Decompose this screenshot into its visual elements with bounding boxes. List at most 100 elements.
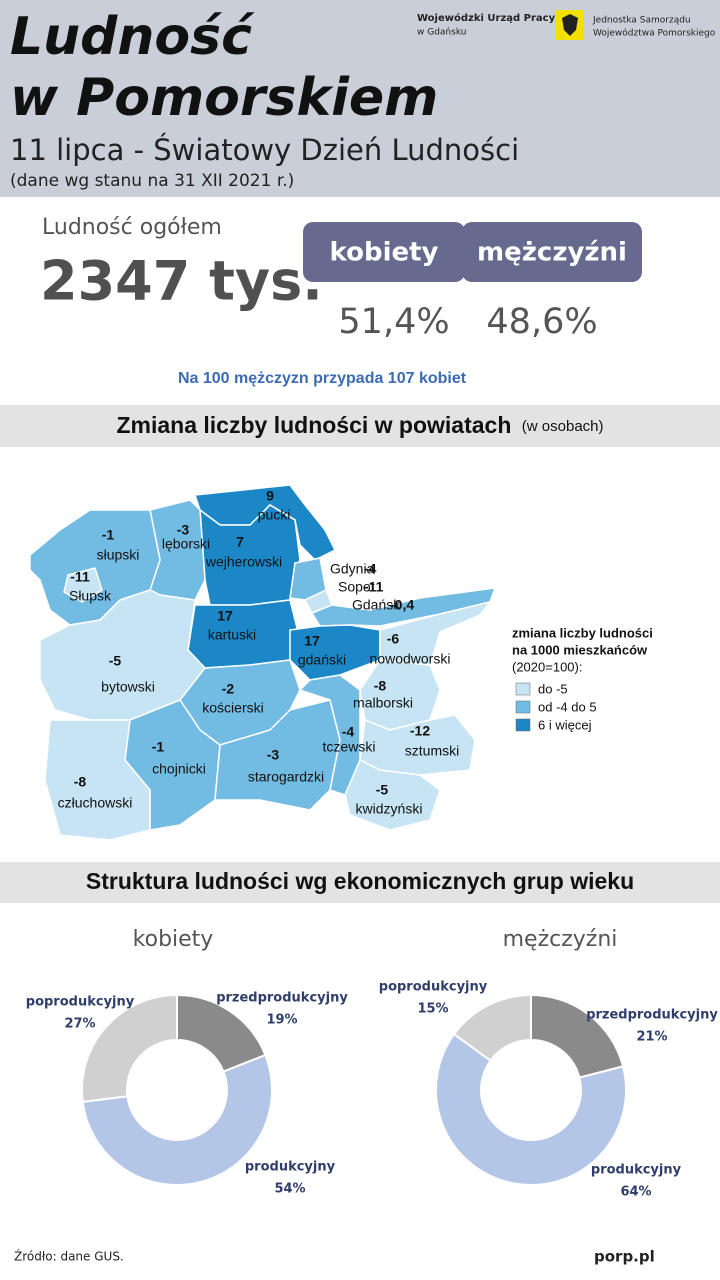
district-name: malborski [353,695,413,711]
logo-text: Jednostka Samorządu [592,16,691,26]
district-value: -8 [74,774,87,790]
district-name: chojnicki [152,761,206,777]
header-background [0,0,720,197]
district-value: -4 [342,724,355,740]
district-value: -1 [152,739,165,755]
legend-label: do -5 [538,681,568,696]
district-name: gdański [298,652,346,668]
slice-category: przedprodukcyjny [586,1008,718,1023]
slice-label: 64% [620,1185,651,1200]
women-label: kobiety [330,238,439,268]
donut-charts: kobiety przedprodukcyjny 19% produkcyjny 54%… [26,927,719,1200]
district-name: Sopot [338,579,375,595]
district-name: wejherowski [205,554,282,570]
district-value: -5 [376,782,389,798]
slice-category: produkcyjny [245,1160,336,1175]
subtitle: 11 lipca - Światowy Dzień Ludności [10,133,519,167]
district-value: -3 [177,522,190,538]
logo-text: w Gdańsku [417,28,466,38]
slice-label: 54% [274,1182,305,1197]
section-title: Zmiana liczby ludności w powiatach [116,412,511,438]
district-value: -3 [267,747,280,763]
donut-slice [81,1053,273,1186]
legend-swatch [515,700,531,714]
legend-swatch [515,718,531,732]
district-name: pucki [258,507,291,523]
slice-label: 19% [266,1013,297,1028]
district-value: -5 [109,653,122,669]
chart-title: mężczyźni [503,927,618,952]
slice-category: przedprodukcyjny [216,991,348,1006]
women-badge [303,222,465,282]
district-name: Gdynia [330,561,375,577]
donut-slice [452,993,532,1063]
district-name: słupski [97,547,140,563]
district-value: -6 [387,631,400,647]
section-band [0,862,720,903]
district-name: kartuski [208,627,256,643]
legend-title: na 1000 mieszkańców [512,642,648,657]
women-share: 51,4% [338,302,449,342]
section-title: Struktura ludności wg ekonomicznych grup… [86,868,634,894]
district-value: -11 [364,579,384,595]
legend-label: od -4 do 5 [538,699,597,714]
emblem-griffin [562,14,578,36]
district [63,567,103,603]
legend-swatch [515,682,531,696]
men-badge [462,222,642,282]
district-name: Słupsk [69,588,112,604]
district-value: 9 [266,488,274,504]
district-value: -8 [374,678,387,694]
legend-note: (2020=100): [512,659,582,674]
section-note: (w osobach) [522,418,604,435]
district-name: starogardzki [248,769,324,785]
men-label: mężczyźni [477,238,627,268]
district [39,589,206,721]
district [199,504,301,606]
district-value: -1 [102,527,115,543]
note: (dane wg stanu na 31 XII 2021 r.) [10,171,294,191]
donut-slice [435,1032,627,1186]
district-name: kościerski [202,700,263,716]
slice-category: poprodukcyjny [26,995,135,1010]
district-name: sztumski [405,743,459,759]
men-share: 48,6% [486,302,597,342]
title: Ludność [10,7,255,67]
district-name: nowodworski [370,651,451,667]
district-value: 7 [236,534,244,550]
district-value: -2 [222,681,235,697]
district-name: bytowski [101,679,155,695]
map: 9pucki7wejherowski-3lęborski-1słupski-11… [29,484,497,841]
slice-label: 21% [636,1030,667,1045]
logo-text: Województwa Pomorskiego [593,28,716,39]
district-name: tczewski [323,739,376,755]
section-band [0,405,720,447]
district-value: 17 [304,633,320,649]
total-value: 2347 tys. [40,250,323,313]
slice-label: 27% [64,1017,95,1032]
district-value: -0,4 [390,597,414,613]
legend-title: zmiana liczby ludności [512,625,653,640]
district-name: lęborski [162,536,210,552]
legend-label: 6 i więcej [538,717,592,732]
district-name: człuchowski [58,795,133,811]
donut-slice [81,993,178,1104]
district-value: -11 [70,569,90,585]
section-title: Zmiana liczby ludności w powiatach (w os… [116,412,603,438]
chart-title: kobiety [133,927,214,952]
slice-category: produkcyjny [591,1163,682,1178]
ratio-note: Na 100 mężczyzn przypada 107 kobiet [178,370,467,387]
logo-text: Wojewódzki Urząd Pracy [417,12,556,24]
district-name: Gdańsk [352,597,401,613]
map-legend: zmiana liczby ludności na 1000 mieszkańc… [512,625,653,732]
source: Źródło: dane GUS. [14,1249,124,1264]
total-label: Ludność ogółem [42,215,222,240]
district-value: 17 [217,608,233,624]
district-value: -12 [410,723,430,739]
title: w Pomorskiem [10,68,438,128]
district-value: -4 [364,561,377,577]
slice-label: 15% [417,1002,448,1017]
site: porp.pl [594,1248,655,1266]
district [344,758,441,831]
